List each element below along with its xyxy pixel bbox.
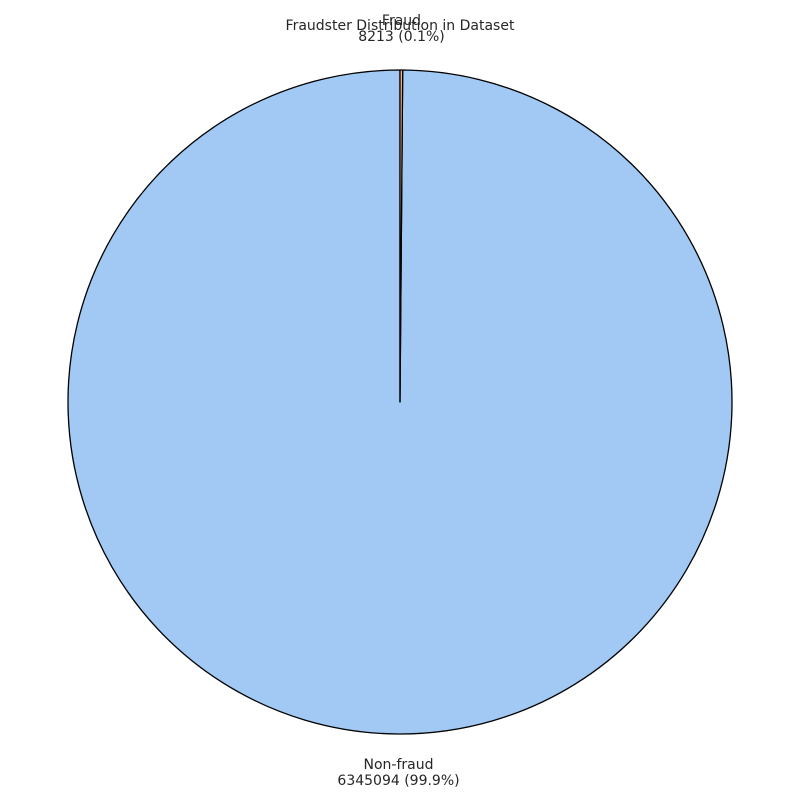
slice-value: 8213 (0.1%) (358, 29, 445, 45)
pie-slices (67, 69, 733, 735)
chart-title: Fraudster Distribution in Dataset (286, 18, 515, 34)
pie-slice-fraud (399, 69, 404, 403)
pie-label-fraud: Fraud 8213 (0.1%) (358, 13, 445, 45)
pie-label-non-fraud: Non-fraud 6345094 (99.9%) (337, 757, 459, 789)
slice-name: Fraud (382, 13, 421, 29)
pie-labels: Non-fraud 6345094 (99.9%) Fraud 8213 (0.1%) (337, 13, 459, 789)
slice-name: Non-fraud (364, 757, 434, 773)
slice-value: 6345094 (99.9%) (337, 773, 459, 789)
